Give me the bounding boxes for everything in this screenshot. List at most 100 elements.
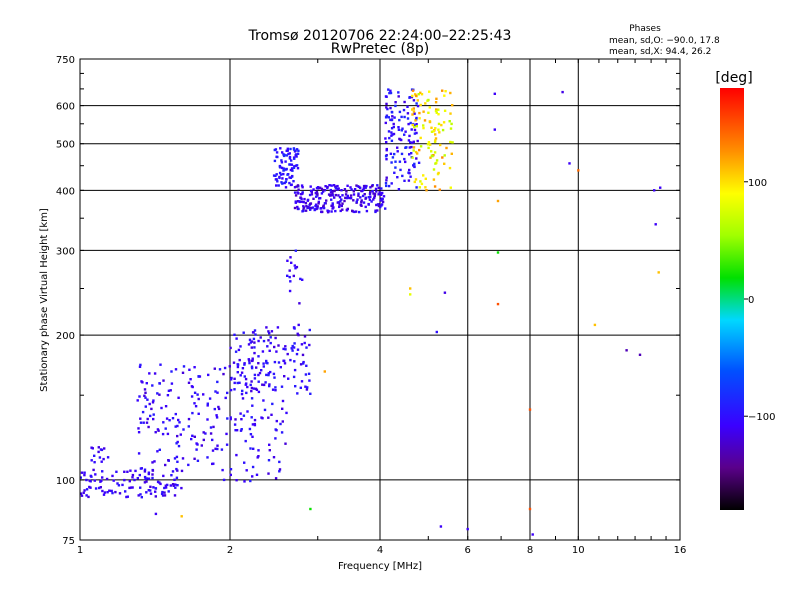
data-point bbox=[265, 326, 268, 329]
data-point bbox=[593, 323, 597, 327]
data-point bbox=[97, 450, 100, 454]
data-point bbox=[116, 482, 119, 485]
data-point bbox=[126, 470, 129, 473]
data-point bbox=[144, 391, 147, 394]
data-point bbox=[212, 425, 215, 429]
data-point bbox=[419, 136, 422, 140]
data-point bbox=[389, 89, 392, 92]
data-point bbox=[142, 421, 145, 424]
data-point bbox=[364, 186, 367, 189]
data-point bbox=[443, 109, 447, 112]
data-point bbox=[254, 387, 258, 390]
x-tick-label: 4 bbox=[377, 545, 383, 556]
data-point bbox=[409, 141, 412, 144]
data-point bbox=[246, 385, 249, 389]
data-point bbox=[280, 161, 284, 164]
data-point bbox=[274, 386, 277, 389]
data-point bbox=[387, 88, 390, 91]
data-point bbox=[296, 152, 300, 155]
data-point bbox=[428, 90, 431, 93]
data-point bbox=[401, 174, 404, 178]
data-point bbox=[426, 99, 429, 102]
data-point bbox=[408, 172, 411, 175]
data-point bbox=[250, 389, 253, 393]
data-point bbox=[232, 361, 236, 364]
data-point bbox=[222, 372, 225, 376]
data-point bbox=[385, 115, 388, 118]
data-point bbox=[282, 347, 285, 351]
data-point bbox=[83, 473, 86, 477]
data-point bbox=[352, 190, 355, 193]
data-point bbox=[398, 137, 401, 141]
data-point bbox=[435, 111, 438, 114]
colorbar-label: [deg] bbox=[715, 70, 752, 86]
data-point bbox=[292, 180, 295, 183]
data-point bbox=[362, 188, 365, 192]
data-point bbox=[156, 428, 160, 431]
data-point bbox=[257, 380, 260, 383]
data-point bbox=[303, 341, 306, 345]
x-tick-label: 6 bbox=[465, 545, 471, 556]
data-point bbox=[373, 196, 376, 199]
data-point bbox=[364, 197, 367, 200]
data-point bbox=[252, 387, 255, 390]
data-point bbox=[261, 383, 264, 386]
data-point bbox=[194, 405, 198, 408]
data-point bbox=[439, 525, 443, 528]
data-point bbox=[322, 204, 325, 207]
data-point bbox=[384, 182, 388, 185]
data-point bbox=[297, 323, 300, 327]
data-point bbox=[379, 199, 382, 202]
data-point bbox=[288, 152, 291, 155]
data-point bbox=[100, 460, 103, 463]
data-point bbox=[531, 533, 534, 536]
data-point bbox=[329, 191, 333, 194]
data-point bbox=[310, 206, 313, 210]
data-point bbox=[243, 461, 246, 464]
data-point bbox=[171, 417, 175, 420]
data-point bbox=[308, 193, 312, 197]
data-point bbox=[377, 204, 381, 208]
data-point bbox=[294, 194, 298, 197]
data-point bbox=[276, 180, 279, 183]
data-point bbox=[400, 129, 403, 132]
data-point bbox=[403, 157, 406, 161]
data-point bbox=[208, 397, 212, 400]
data-point bbox=[365, 184, 368, 188]
data-point bbox=[143, 468, 147, 471]
data-point bbox=[273, 159, 277, 163]
data-point bbox=[336, 188, 339, 191]
data-point bbox=[384, 207, 387, 210]
data-point bbox=[174, 483, 177, 486]
data-point bbox=[213, 407, 216, 411]
data-point bbox=[143, 475, 147, 479]
data-point bbox=[215, 416, 219, 419]
data-point bbox=[277, 184, 280, 187]
x-axis-label: Frequency [MHz] bbox=[338, 561, 422, 572]
data-point bbox=[209, 426, 213, 429]
data-point bbox=[292, 274, 295, 278]
data-point bbox=[266, 345, 269, 348]
data-point bbox=[160, 406, 163, 410]
data-point bbox=[123, 478, 126, 482]
data-point bbox=[229, 346, 232, 350]
data-point bbox=[176, 424, 179, 428]
data-point bbox=[209, 432, 213, 435]
data-point bbox=[410, 145, 413, 149]
data-point bbox=[568, 162, 571, 165]
data-point bbox=[410, 95, 414, 99]
data-point bbox=[270, 330, 274, 333]
data-point bbox=[156, 392, 159, 395]
data-point bbox=[144, 396, 147, 399]
data-point bbox=[305, 388, 309, 391]
data-point bbox=[379, 205, 382, 209]
data-point bbox=[261, 350, 265, 353]
data-point bbox=[284, 186, 288, 189]
x-tick-label: 2 bbox=[227, 545, 233, 556]
data-point bbox=[272, 174, 276, 177]
data-point bbox=[303, 197, 306, 201]
data-point bbox=[392, 125, 395, 129]
data-point bbox=[153, 372, 157, 375]
data-point bbox=[326, 185, 329, 189]
data-point bbox=[360, 201, 363, 204]
